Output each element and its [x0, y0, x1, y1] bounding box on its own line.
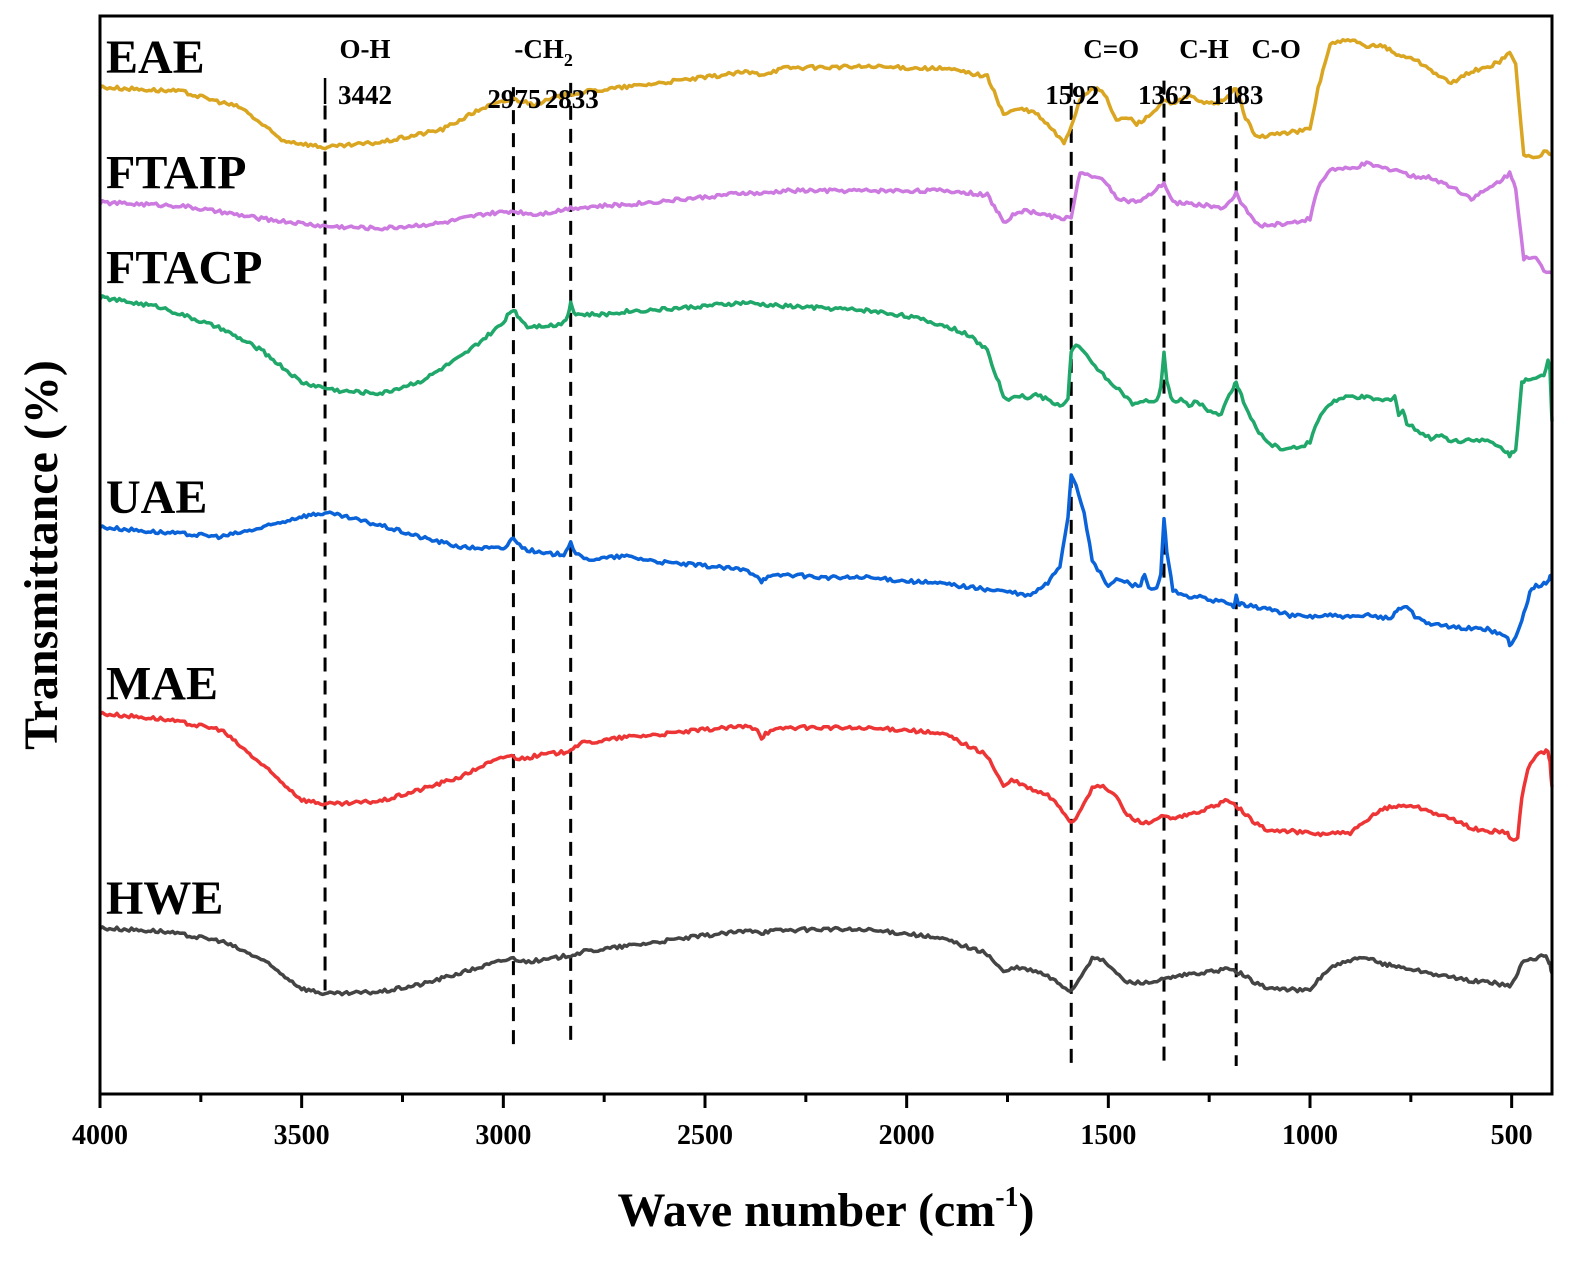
x-tick-label-1500: 1500 — [1080, 1120, 1136, 1151]
series-labels: EAE FTAIP FTACP UAE MAE HWE — [106, 31, 262, 925]
annotation-group-c-h: C-H — [1179, 34, 1229, 64]
annotation-labels: O-H 3442 2975 2833 C=O 1592 C-H 1362 C-O 1183 -CH2 — [323, 34, 1301, 114]
series-line-ftacp — [98, 294, 1554, 459]
x-axis-ticks: 4000 3500 3000 2500 2000 1500 1000 500 — [72, 1094, 1533, 1151]
series-label-ftacp: FTACP — [106, 241, 262, 294]
annotation-lines — [323, 80, 1238, 1066]
series-line-hwe — [98, 925, 1554, 997]
annotation-value-1183: 1183 — [1211, 80, 1264, 110]
annotation-value-1362: 1362 — [1138, 80, 1192, 110]
series-line-uae — [99, 473, 1554, 648]
x-axis-title-close: ) — [1019, 1184, 1035, 1237]
x-axis-title-main: Wave number (cm — [617, 1184, 995, 1237]
y-axis-title: Transmittance (%) — [15, 360, 68, 750]
annotation-value-2833: 2833 — [545, 84, 599, 114]
x-tick-label-1000: 1000 — [1282, 1120, 1338, 1151]
x-axis-title-sup: -1 — [995, 1182, 1018, 1213]
annotation-value-1592: 1592 — [1045, 80, 1099, 110]
series-line-eae — [98, 37, 1553, 160]
spectra-lines — [98, 37, 1554, 997]
x-tick-label-2000: 2000 — [879, 1120, 935, 1151]
series-label-eae: EAE — [106, 31, 205, 84]
annotation-value-3442: 3442 — [338, 80, 392, 110]
series-label-ftaip: FTAIP — [106, 146, 246, 199]
x-tick-label-4000: 4000 — [72, 1120, 128, 1151]
series-label-hwe: HWE — [106, 872, 223, 925]
plot-frame — [98, 14, 1554, 1096]
series-label-uae: UAE — [106, 471, 207, 524]
x-tick-label-2500: 2500 — [677, 1120, 733, 1151]
annotation-group-o-h: O-H — [340, 34, 391, 64]
x-tick-label-500: 500 — [1491, 1120, 1533, 1151]
x-axis-title: Wave number (cm-1) — [617, 1182, 1034, 1237]
annotation-group-c-o: C=O — [1083, 34, 1139, 64]
x-tick-label-3500: 3500 — [274, 1120, 330, 1151]
series-line-mae — [99, 710, 1554, 842]
annotation-group-c-o: C-O — [1251, 34, 1301, 64]
series-label-mae: MAE — [106, 657, 218, 710]
annotation-value-2975: 2975 — [487, 84, 541, 114]
annotation-group-ch2: -CH2 — [514, 34, 573, 70]
x-tick-label-3000: 3000 — [475, 1120, 531, 1151]
series-line-ftaip — [98, 160, 1553, 275]
